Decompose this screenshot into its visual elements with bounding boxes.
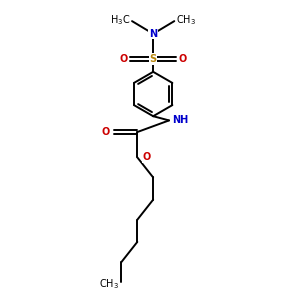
Text: N: N (149, 29, 157, 39)
Text: O: O (120, 54, 128, 64)
Text: O: O (142, 152, 151, 162)
Text: CH$_3$: CH$_3$ (176, 13, 196, 27)
Text: O: O (178, 54, 186, 64)
Text: O: O (101, 127, 110, 136)
Text: H$_3$C: H$_3$C (110, 13, 130, 27)
Text: CH$_3$: CH$_3$ (99, 277, 119, 291)
Text: NH: NH (172, 116, 188, 125)
Text: S: S (150, 54, 157, 64)
